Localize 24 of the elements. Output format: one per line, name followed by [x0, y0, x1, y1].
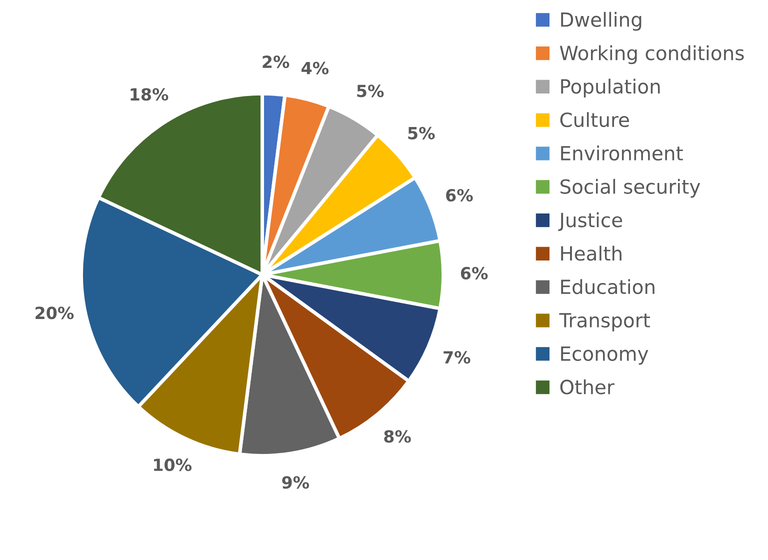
data-label: 7% — [444, 351, 470, 364]
legend-label: Education — [561, 279, 654, 294]
legend-label: Culture — [560, 112, 629, 128]
legend-label: Justice — [558, 212, 622, 231]
legend-label: Environment — [561, 146, 683, 161]
legend-label: Other — [560, 379, 614, 394]
legend-label: Economy — [561, 346, 648, 365]
data-label: 18% — [130, 88, 168, 101]
data-label: 10% — [154, 458, 192, 472]
data-label: 5% — [408, 126, 435, 140]
data-label: 20% — [36, 306, 74, 320]
data-label: 9% — [282, 476, 310, 489]
legend-label: Dwelling — [561, 12, 642, 31]
data-label: 4% — [302, 62, 329, 74]
data-label: 5% — [357, 84, 384, 98]
data-label: 8% — [384, 430, 411, 443]
legend-label: Transport — [559, 313, 650, 332]
legend-label: Health — [561, 246, 622, 261]
legend-label: Population — [561, 78, 660, 98]
legend-label: Social security — [560, 178, 700, 198]
data-label: 2% — [262, 56, 290, 68]
data-label: 6% — [446, 188, 473, 202]
data-label: 6% — [460, 266, 488, 280]
legend-label: Working conditions — [560, 45, 744, 64]
